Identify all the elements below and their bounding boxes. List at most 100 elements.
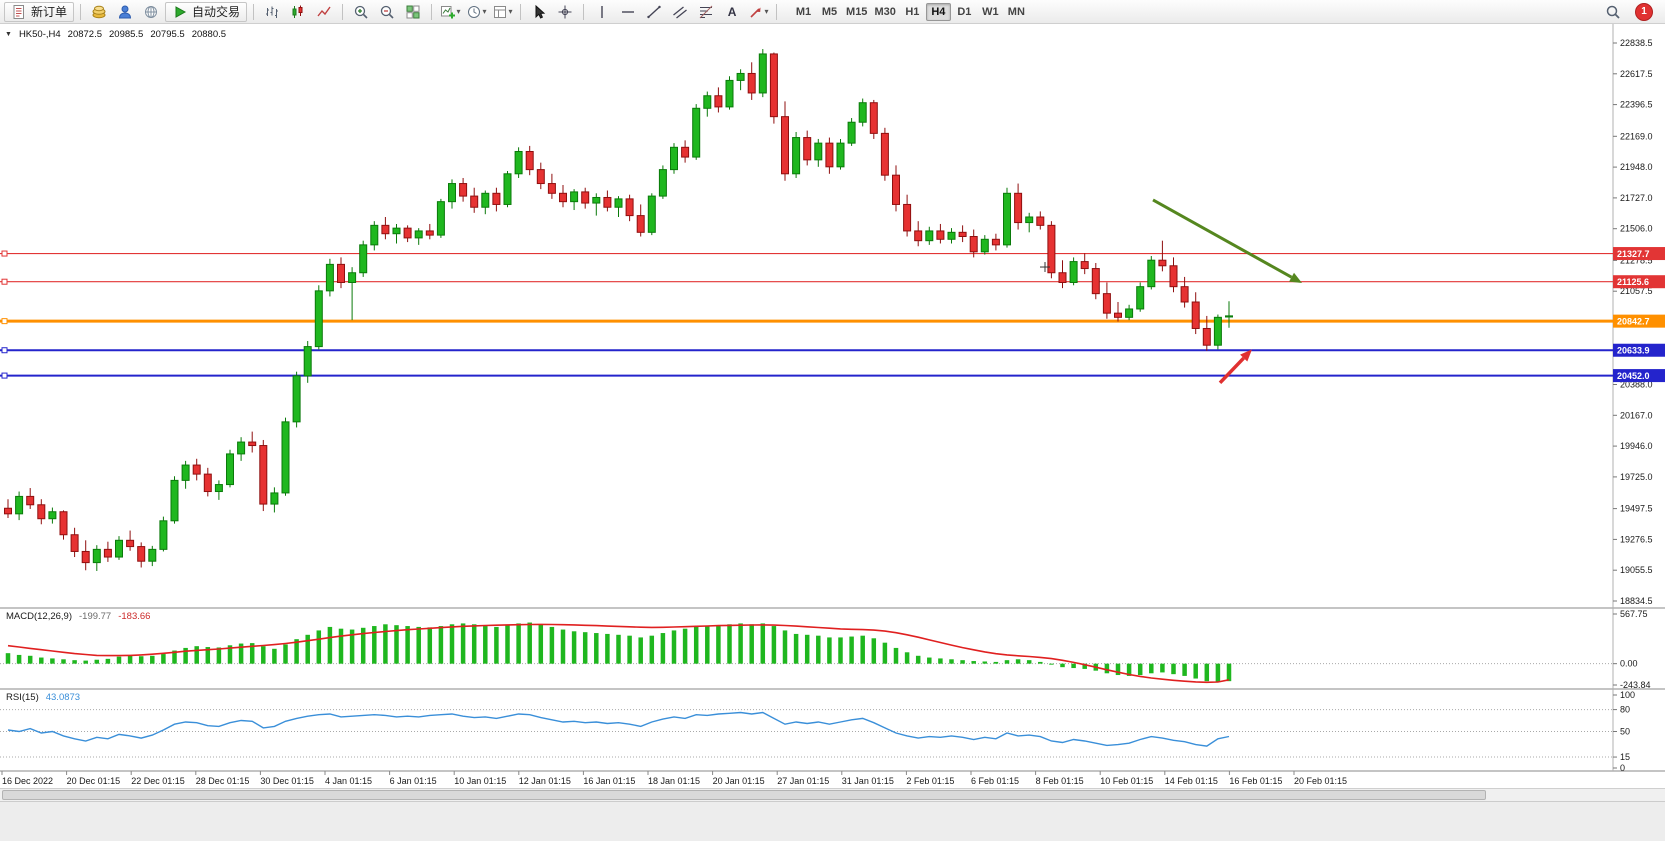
- collapse-triangle-icon[interactable]: ▼: [5, 31, 12, 38]
- macd-histogram-bar: [194, 646, 199, 664]
- horizontal-scrollbar[interactable]: [0, 788, 1665, 801]
- cursor-tool-button[interactable]: [527, 2, 551, 22]
- search-icon: [1606, 5, 1620, 19]
- arrows-tool-button[interactable]: ▾: [746, 2, 770, 22]
- toolbar: 新订单 自动交易: [0, 0, 1665, 24]
- text-tool-button[interactable]: A: [720, 2, 744, 22]
- candle: [769, 53, 778, 118]
- candle: [670, 146, 678, 171]
- price-axis-label: 19055.5: [1620, 565, 1653, 575]
- macd-histogram-bar: [1038, 661, 1043, 664]
- indicator-plus-icon: [440, 5, 455, 18]
- candle: [714, 95, 723, 108]
- time-axis-label: 20 Feb 01:15: [1294, 776, 1347, 786]
- auto-trading-button[interactable]: 自动交易: [165, 1, 248, 22]
- chart-canvas[interactable]: 22838.5 22617.5 22396.5 22169.0 21948.0 21727…: [0, 24, 1665, 841]
- candle: [237, 441, 246, 455]
- candle: [1225, 315, 1233, 318]
- gold-bars-icon: [92, 5, 106, 18]
- candle: [137, 546, 146, 562]
- macd-histogram-bar: [5, 653, 11, 664]
- arrow-annotation[interactable]: [1218, 356, 1245, 385]
- macd-histogram-bar: [594, 633, 599, 664]
- timeframe-button-h4[interactable]: H4: [925, 2, 951, 21]
- bar-low-value: 20795.5: [150, 29, 185, 40]
- candle: [991, 238, 1000, 246]
- line-chart-mode-button[interactable]: [312, 2, 336, 22]
- vertical-line-tool-button[interactable]: [590, 2, 614, 22]
- macd-histogram-bar: [860, 635, 865, 664]
- macd-histogram-bar: [627, 635, 632, 664]
- timeframe-button-h1[interactable]: H1: [900, 3, 925, 21]
- tile-windows-button[interactable]: [401, 2, 425, 22]
- price-tag-label: 21327.7: [1617, 249, 1650, 259]
- price-tag-label: 20633.9: [1617, 346, 1650, 356]
- timeframe-button-m30[interactable]: M30: [871, 3, 898, 21]
- scrollbar-thumb[interactable]: [2, 790, 1486, 800]
- timeframe-button-m5[interactable]: M5: [817, 3, 842, 21]
- play-icon: [175, 5, 187, 18]
- timeframe-button-m15[interactable]: M15: [843, 3, 870, 21]
- timeframe-button-w1[interactable]: W1: [978, 3, 1003, 21]
- candle: [1025, 216, 1034, 224]
- community-button[interactable]: [139, 2, 163, 22]
- candle: [925, 230, 934, 242]
- market-watch-button[interactable]: [87, 2, 111, 22]
- candle: [947, 231, 956, 240]
- line-handle[interactable]: [1, 318, 8, 325]
- channel-tool-button[interactable]: [668, 2, 692, 22]
- candle: [470, 195, 479, 208]
- candle: [692, 107, 701, 158]
- macd-histogram-bar: [416, 626, 421, 664]
- search-button[interactable]: [1601, 2, 1625, 22]
- line-handle[interactable]: [1, 250, 8, 257]
- timeframe-button-m1[interactable]: M1: [791, 3, 816, 21]
- fibonacci-tool-button[interactable]: [694, 2, 718, 22]
- line-handle[interactable]: [1, 347, 8, 354]
- rsi-panel-label: RSI(15) 43.0873: [6, 692, 80, 703]
- macd-histogram-bar: [483, 626, 488, 664]
- rsi-axis-label: 15: [1620, 752, 1630, 762]
- candle: [1169, 265, 1178, 288]
- profile-button[interactable]: [113, 2, 137, 22]
- horizontal-line-tool-button[interactable]: [616, 2, 640, 22]
- macd-histogram-bar: [816, 635, 821, 664]
- candle: [758, 53, 767, 94]
- line-handle[interactable]: [1, 278, 8, 285]
- template-button[interactable]: ▾: [490, 2, 514, 22]
- timeframe-button-d1[interactable]: D1: [952, 3, 977, 21]
- zoom-in-button[interactable]: [349, 2, 373, 22]
- candle: [681, 146, 690, 158]
- macd-histogram-bar: [61, 659, 66, 664]
- crosshair-tool-button[interactable]: [553, 2, 577, 22]
- candle: [348, 272, 357, 283]
- macd-histogram-bar: [616, 634, 621, 664]
- candle: [4, 507, 12, 515]
- add-indicator-button[interactable]: ▾: [438, 2, 462, 22]
- candle: [1213, 316, 1222, 346]
- candle: [636, 215, 645, 233]
- timeframe-button-mn[interactable]: MN: [1004, 3, 1029, 21]
- macd-histogram-bar: [1049, 663, 1054, 665]
- candle: [459, 183, 468, 197]
- candle: [547, 183, 556, 194]
- new-order-button[interactable]: 新订单: [4, 1, 75, 22]
- macd-histogram-bar: [793, 633, 799, 664]
- candle-chart-mode-button[interactable]: [286, 2, 310, 22]
- arrow-shape-icon: [749, 7, 761, 18]
- macd-histogram-bar: [94, 659, 100, 664]
- macd-axis-label: -243.84: [1620, 680, 1651, 690]
- macd-histogram-bar: [249, 643, 255, 664]
- notification-badge[interactable]: 1: [1635, 2, 1653, 21]
- rsi-value: 43.0873: [45, 692, 81, 703]
- period-button[interactable]: ▾: [464, 2, 488, 22]
- zoom-out-button[interactable]: [375, 2, 399, 22]
- arrow-annotation[interactable]: [1152, 198, 1293, 279]
- candle: [658, 169, 667, 197]
- bar-chart-mode-button[interactable]: [260, 2, 284, 22]
- line-handle[interactable]: [1, 372, 8, 379]
- macd-histogram-bar: [527, 622, 532, 664]
- trendline-tool-button[interactable]: [642, 2, 666, 22]
- macd-histogram-bar: [782, 630, 788, 664]
- candle: [1202, 327, 1211, 346]
